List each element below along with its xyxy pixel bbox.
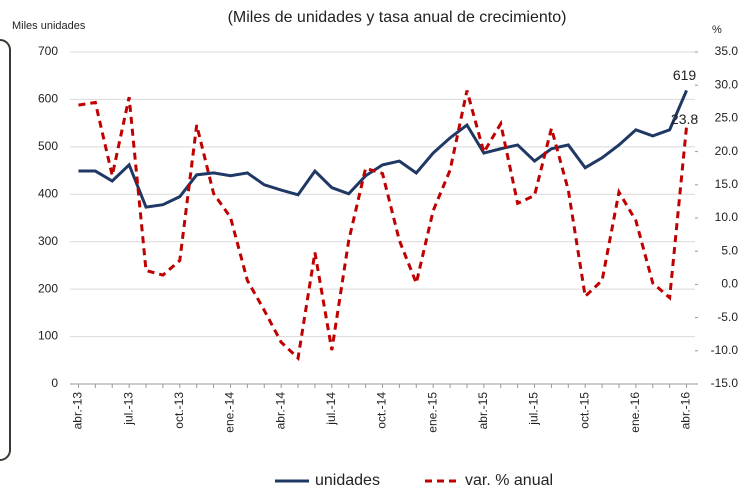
y2-tick-label: 30.0 xyxy=(715,77,739,91)
y-tick-label: 0 xyxy=(51,376,58,390)
x-tick-label: jul.-14 xyxy=(324,392,338,426)
y-tick-label: 500 xyxy=(38,139,58,153)
y-tick-label: 400 xyxy=(38,186,58,200)
x-tick-label: ene.-16 xyxy=(628,392,642,433)
x-tick-label: ene.-15 xyxy=(425,392,439,433)
series-line xyxy=(78,89,688,209)
x-tick-label: abr.-16 xyxy=(679,392,693,430)
y2-tick-label: 10.0 xyxy=(715,210,739,224)
y-tick-label: 300 xyxy=(38,234,58,248)
legend-label: unidades xyxy=(315,472,380,489)
legend-label: var. % anual xyxy=(465,472,553,489)
y2-axis-label: % xyxy=(712,24,722,36)
y2-tick-label: 20.0 xyxy=(715,144,739,158)
x-tick-label: jul.-15 xyxy=(527,392,541,426)
x-tick-label: abr.-15 xyxy=(476,392,490,430)
y2-tick-label: 25.0 xyxy=(715,111,739,125)
y2-tick-label: -10.0 xyxy=(711,343,739,357)
y2-tick-label: 35.0 xyxy=(715,44,739,58)
y2-tick-label: -5.0 xyxy=(717,310,738,324)
data-label: 23.8 xyxy=(671,111,698,127)
chart-title: (Miles de unidades y tasa anual de creci… xyxy=(228,9,567,26)
y-tick-label: 700 xyxy=(38,44,58,58)
y-tick-label: 100 xyxy=(38,329,58,343)
x-tick-label: oct.-15 xyxy=(577,392,591,429)
y-tick-label: 600 xyxy=(38,92,58,106)
x-tick-label: abr.-13 xyxy=(71,392,85,430)
x-tick-label: jul.-13 xyxy=(121,392,135,426)
x-tick-label: oct.-14 xyxy=(375,392,389,429)
x-tick-label: ene.-14 xyxy=(223,392,237,433)
y2-tick-label: 0.0 xyxy=(721,277,738,291)
panel-frame xyxy=(0,39,11,461)
data-label: 619 xyxy=(673,67,697,83)
y-axis-label: Miles unidades xyxy=(12,20,86,32)
x-tick-label: oct.-13 xyxy=(172,392,186,429)
x-tick-label: abr.-14 xyxy=(273,392,287,430)
series-line xyxy=(78,90,689,362)
y-tick-label: 200 xyxy=(38,281,58,295)
y2-tick-label: 5.0 xyxy=(721,243,738,257)
y2-tick-label: -15.0 xyxy=(711,376,739,390)
y2-tick-label: 15.0 xyxy=(715,177,739,191)
